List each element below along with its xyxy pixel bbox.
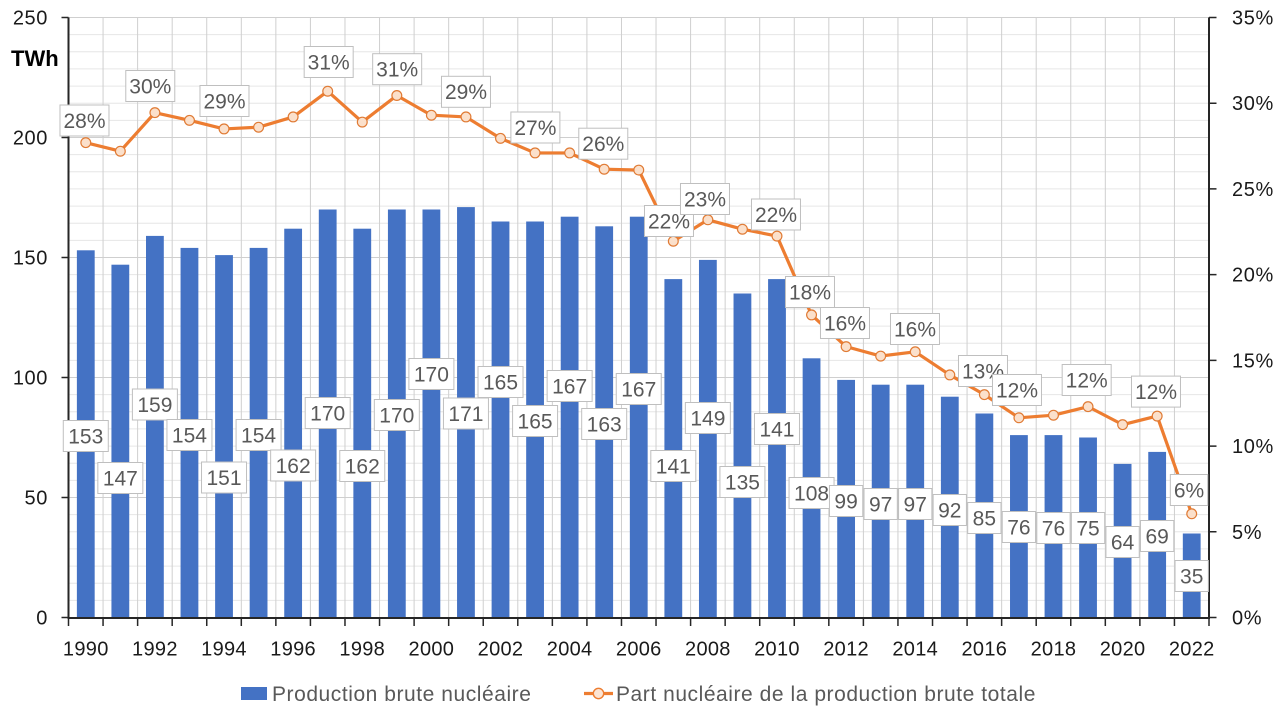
- svg-text:170: 170: [379, 404, 414, 427]
- svg-text:2006: 2006: [616, 639, 662, 661]
- svg-text:163: 163: [587, 413, 622, 436]
- svg-text:165: 165: [483, 371, 518, 394]
- svg-text:250: 250: [13, 8, 48, 30]
- svg-text:1992: 1992: [132, 639, 178, 661]
- svg-text:6%: 6%: [1174, 479, 1204, 502]
- svg-text:22%: 22%: [755, 204, 797, 227]
- svg-text:141: 141: [656, 455, 691, 478]
- svg-text:167: 167: [552, 375, 587, 398]
- svg-text:151: 151: [206, 467, 241, 490]
- svg-text:147: 147: [103, 467, 138, 490]
- svg-text:2018: 2018: [1031, 639, 1077, 661]
- svg-text:69: 69: [1145, 525, 1168, 548]
- svg-text:28%: 28%: [63, 110, 105, 133]
- svg-text:12%: 12%: [1135, 381, 1177, 404]
- svg-text:Part nucléaire de la productio: Part nucléaire de la production brute to…: [616, 683, 1036, 706]
- svg-text:35: 35: [1180, 565, 1203, 588]
- svg-text:20%: 20%: [1232, 265, 1274, 287]
- svg-text:100: 100: [13, 368, 48, 390]
- svg-text:1996: 1996: [270, 639, 316, 661]
- svg-text:50: 50: [25, 488, 48, 510]
- svg-text:1994: 1994: [201, 639, 247, 661]
- svg-text:30%: 30%: [129, 75, 171, 98]
- svg-text:12%: 12%: [996, 379, 1038, 402]
- svg-text:35%: 35%: [1232, 8, 1274, 30]
- svg-text:162: 162: [276, 455, 311, 478]
- svg-text:149: 149: [690, 407, 725, 430]
- svg-text:1998: 1998: [339, 639, 385, 661]
- svg-text:153: 153: [68, 425, 103, 448]
- svg-text:2014: 2014: [892, 639, 938, 661]
- svg-text:97: 97: [904, 493, 927, 516]
- svg-text:159: 159: [137, 394, 172, 417]
- svg-text:162: 162: [345, 455, 380, 478]
- svg-text:Production brute nucléaire: Production brute nucléaire: [272, 683, 531, 706]
- svg-text:12%: 12%: [1066, 369, 1108, 392]
- svg-text:150: 150: [13, 248, 48, 270]
- svg-text:2020: 2020: [1100, 639, 1146, 661]
- svg-text:29%: 29%: [203, 90, 245, 113]
- svg-text:2008: 2008: [685, 639, 731, 661]
- svg-text:170: 170: [414, 363, 449, 386]
- svg-text:31%: 31%: [308, 51, 350, 74]
- svg-text:25%: 25%: [1232, 179, 1274, 201]
- svg-text:76: 76: [1007, 516, 1030, 539]
- svg-text:92: 92: [938, 499, 961, 522]
- svg-text:170: 170: [310, 402, 345, 425]
- svg-text:75: 75: [1076, 517, 1099, 540]
- svg-text:0%: 0%: [1232, 608, 1262, 630]
- svg-text:141: 141: [759, 418, 794, 441]
- svg-text:85: 85: [973, 507, 996, 530]
- svg-text:99: 99: [834, 490, 857, 513]
- svg-text:0: 0: [36, 608, 48, 630]
- svg-text:97: 97: [869, 493, 892, 516]
- svg-text:16%: 16%: [824, 312, 866, 335]
- svg-text:135: 135: [725, 471, 760, 494]
- svg-text:108: 108: [794, 482, 829, 505]
- svg-text:TWh: TWh: [11, 46, 59, 71]
- svg-text:23%: 23%: [684, 188, 726, 211]
- svg-text:15%: 15%: [1232, 350, 1274, 372]
- svg-text:2000: 2000: [409, 639, 455, 661]
- svg-text:2004: 2004: [547, 639, 593, 661]
- svg-text:165: 165: [518, 410, 553, 433]
- svg-text:2016: 2016: [962, 639, 1008, 661]
- svg-text:10%: 10%: [1232, 436, 1274, 458]
- svg-text:2010: 2010: [754, 639, 800, 661]
- svg-text:76: 76: [1042, 517, 1065, 540]
- svg-text:64: 64: [1111, 531, 1135, 554]
- svg-text:167: 167: [621, 378, 656, 401]
- svg-text:154: 154: [172, 424, 207, 447]
- svg-text:18%: 18%: [789, 281, 831, 304]
- svg-text:2022: 2022: [1169, 639, 1215, 661]
- svg-text:29%: 29%: [445, 81, 487, 104]
- svg-text:16%: 16%: [894, 318, 936, 341]
- svg-text:5%: 5%: [1232, 522, 1262, 544]
- svg-text:27%: 27%: [514, 117, 556, 140]
- svg-text:31%: 31%: [376, 59, 418, 82]
- svg-text:154: 154: [241, 424, 276, 447]
- svg-text:2012: 2012: [823, 639, 869, 661]
- svg-text:200: 200: [13, 128, 48, 150]
- svg-text:30%: 30%: [1232, 93, 1274, 115]
- svg-text:26%: 26%: [582, 133, 624, 156]
- svg-text:2002: 2002: [478, 639, 524, 661]
- svg-text:22%: 22%: [648, 210, 690, 233]
- svg-text:171: 171: [448, 403, 483, 426]
- svg-text:1990: 1990: [63, 639, 109, 661]
